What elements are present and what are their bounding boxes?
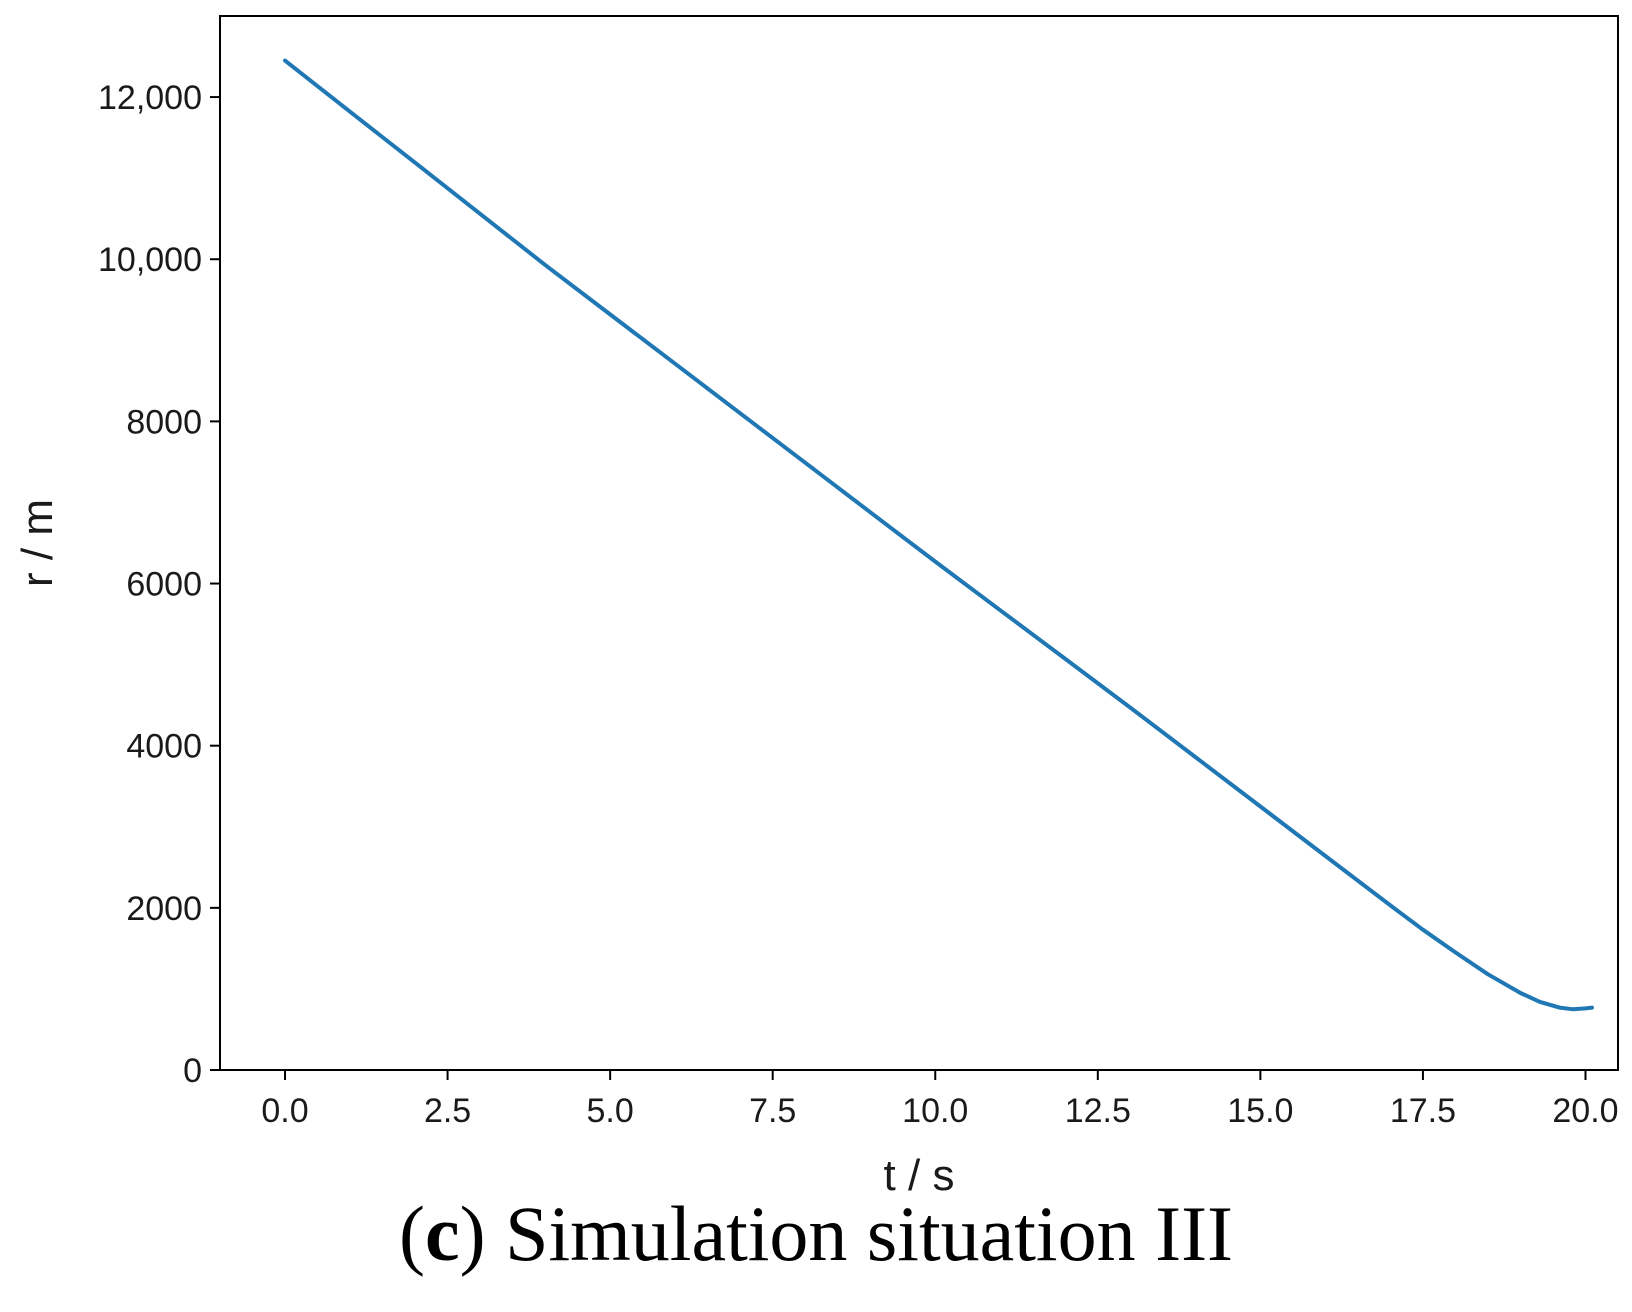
caption-text: Simulation situation III <box>485 1190 1234 1277</box>
plot-area-frame <box>219 15 1619 1071</box>
caption-close-paren: ) <box>459 1190 486 1277</box>
x-axis: 0.0 2.5 5.0 7.5 10.0 12.5 15.0 17.5 20.0 <box>261 1070 1619 1130</box>
x-tick-label: 5.0 <box>587 1092 634 1130</box>
caption-open-paren: ( <box>398 1190 425 1277</box>
y-axis: 0 2000 4000 6000 8000 10,000 12,000 <box>98 79 220 1090</box>
y-tick-label: 6000 <box>126 566 202 604</box>
y-axis-label: r / m <box>13 499 62 587</box>
series-line <box>283 58 1594 1012</box>
y-tick-label: 10,000 <box>98 241 202 279</box>
x-tick-label: 12.5 <box>1065 1092 1131 1130</box>
y-tick-label: 4000 <box>126 728 202 766</box>
x-tick-label: 0.0 <box>261 1092 308 1130</box>
x-tick-label: 20.0 <box>1552 1092 1618 1130</box>
x-tick-label: 10.0 <box>902 1092 968 1130</box>
caption-panel-letter: c <box>424 1190 460 1277</box>
x-tick-label: 7.5 <box>749 1092 796 1130</box>
y-tick-label: 8000 <box>126 403 202 441</box>
x-axis-label: t / s <box>884 1151 955 1200</box>
x-tick-label: 15.0 <box>1227 1092 1293 1130</box>
figure-caption: (c) Simulation situation III <box>0 1195 1632 1273</box>
x-tick-label: 2.5 <box>424 1092 471 1130</box>
x-tick-label: 17.5 <box>1390 1092 1456 1130</box>
y-tick-label: 12,000 <box>98 79 202 117</box>
y-tick-label: 0 <box>183 1052 202 1090</box>
y-tick-label: 2000 <box>126 890 202 928</box>
